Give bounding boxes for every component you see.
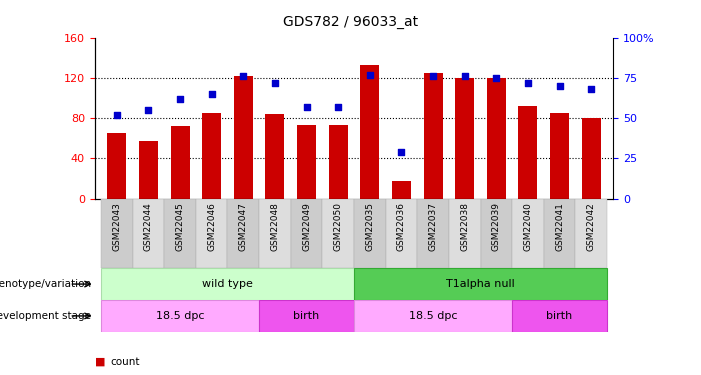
Point bbox=[143, 107, 154, 113]
Bar bbox=[519, 106, 538, 199]
Point bbox=[238, 73, 249, 79]
Bar bbox=[582, 118, 601, 199]
Point bbox=[301, 104, 312, 110]
Point bbox=[206, 91, 217, 97]
Point bbox=[365, 72, 376, 78]
Point bbox=[459, 73, 470, 79]
Text: genotype/variation: genotype/variation bbox=[0, 279, 91, 289]
Bar bbox=[228, 199, 259, 268]
Text: GSM22049: GSM22049 bbox=[302, 202, 311, 251]
Text: ■: ■ bbox=[95, 357, 105, 367]
Point bbox=[491, 75, 502, 81]
Point bbox=[428, 73, 439, 79]
Text: birth: birth bbox=[294, 311, 320, 321]
Bar bbox=[101, 199, 132, 268]
Point bbox=[111, 112, 123, 118]
Text: GSM22048: GSM22048 bbox=[271, 202, 280, 251]
Bar bbox=[417, 199, 449, 268]
Point bbox=[585, 86, 597, 92]
Bar bbox=[360, 65, 379, 199]
Text: GSM22045: GSM22045 bbox=[175, 202, 184, 251]
Point bbox=[554, 83, 565, 89]
Bar bbox=[234, 76, 253, 199]
Text: GSM22044: GSM22044 bbox=[144, 202, 153, 251]
Bar bbox=[487, 78, 506, 199]
Bar bbox=[512, 300, 607, 332]
Text: GSM22043: GSM22043 bbox=[112, 202, 121, 251]
Text: 18.5 dpc: 18.5 dpc bbox=[409, 311, 457, 321]
Text: GSM22050: GSM22050 bbox=[334, 202, 343, 251]
Text: GSM22035: GSM22035 bbox=[365, 202, 374, 251]
Text: T1alpha null: T1alpha null bbox=[446, 279, 515, 289]
Bar bbox=[259, 300, 354, 332]
Text: GSM22041: GSM22041 bbox=[555, 202, 564, 251]
Text: GSM22039: GSM22039 bbox=[492, 202, 501, 251]
Text: GSM22047: GSM22047 bbox=[239, 202, 247, 251]
Text: 18.5 dpc: 18.5 dpc bbox=[156, 311, 204, 321]
Point bbox=[396, 149, 407, 155]
Text: GSM22040: GSM22040 bbox=[524, 202, 533, 251]
Bar bbox=[423, 73, 442, 199]
Bar bbox=[196, 199, 228, 268]
Text: wild type: wild type bbox=[202, 279, 253, 289]
Text: GSM22037: GSM22037 bbox=[428, 202, 437, 251]
Text: GSM22036: GSM22036 bbox=[397, 202, 406, 251]
Bar bbox=[329, 125, 348, 199]
Bar bbox=[392, 181, 411, 199]
Bar bbox=[101, 268, 354, 300]
Bar bbox=[291, 199, 322, 268]
Bar bbox=[354, 300, 512, 332]
Point bbox=[269, 80, 280, 86]
Text: GDS782 / 96033_at: GDS782 / 96033_at bbox=[283, 15, 418, 29]
Point bbox=[175, 96, 186, 102]
Bar bbox=[544, 199, 576, 268]
Bar bbox=[297, 125, 316, 199]
Point bbox=[332, 104, 343, 110]
Bar bbox=[266, 114, 285, 199]
Point bbox=[522, 80, 533, 86]
Bar bbox=[455, 78, 474, 199]
Bar bbox=[449, 199, 480, 268]
Bar bbox=[259, 199, 291, 268]
Bar bbox=[170, 126, 189, 199]
Bar bbox=[101, 300, 259, 332]
Bar bbox=[512, 199, 544, 268]
Bar bbox=[480, 199, 512, 268]
Text: GSM22038: GSM22038 bbox=[461, 202, 469, 251]
Bar bbox=[132, 199, 164, 268]
Bar bbox=[354, 199, 386, 268]
Text: GSM22042: GSM22042 bbox=[587, 202, 596, 251]
Text: count: count bbox=[110, 357, 139, 367]
Bar bbox=[139, 141, 158, 199]
Bar bbox=[550, 113, 569, 199]
Bar bbox=[202, 113, 221, 199]
Text: birth: birth bbox=[547, 311, 573, 321]
Bar bbox=[354, 268, 607, 300]
Bar bbox=[322, 199, 354, 268]
Bar bbox=[107, 133, 126, 199]
Bar bbox=[386, 199, 417, 268]
Bar bbox=[576, 199, 607, 268]
Text: GSM22046: GSM22046 bbox=[207, 202, 216, 251]
Bar bbox=[164, 199, 196, 268]
Text: development stage: development stage bbox=[0, 311, 91, 321]
